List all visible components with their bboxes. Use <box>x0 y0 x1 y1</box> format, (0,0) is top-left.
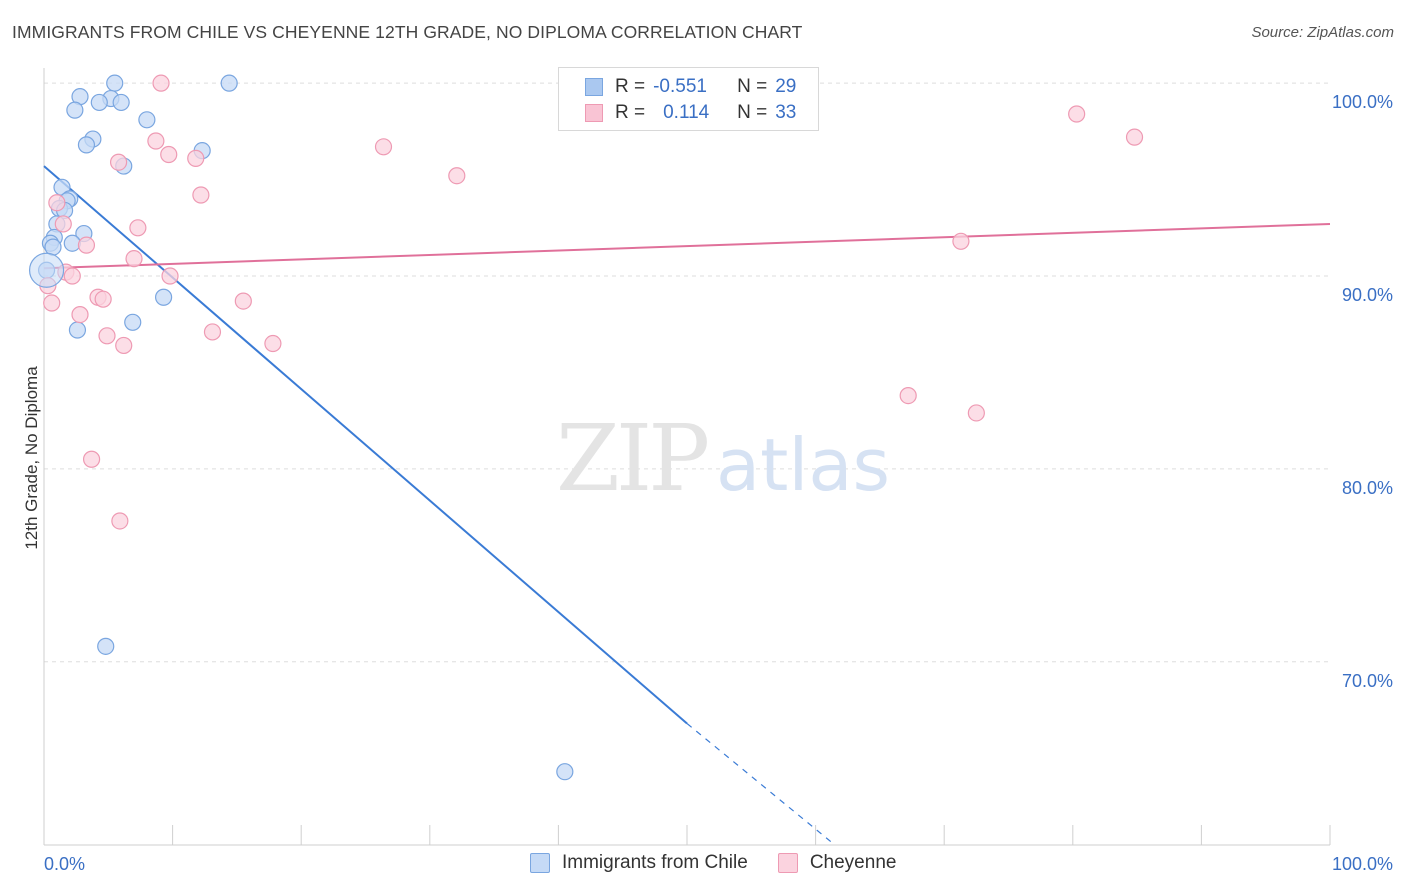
y-tick-label: 100.0% <box>1332 92 1393 112</box>
data-point-cheyenne <box>952 232 970 250</box>
legend-item-cheyenne: Cheyenne <box>777 852 897 874</box>
data-point-cheyenne <box>161 267 179 285</box>
data-point-cheyenne <box>48 194 66 212</box>
data-point-chile <box>124 313 142 331</box>
data-point-cheyenne <box>203 323 222 341</box>
legend-swatch-chile <box>530 853 550 873</box>
data-point-chile <box>112 93 130 112</box>
trend-line-cheyenne <box>43 222 1331 270</box>
watermark-atlas: atlas <box>716 423 890 507</box>
source-label: Source: ZipAtlas.com <box>1251 24 1394 41</box>
y-tick-label: 90.0% <box>1342 285 1393 305</box>
legend-item-chile: Immigrants from Chile <box>530 852 748 874</box>
data-point-cheyenne <box>125 250 143 268</box>
data-point-cheyenne <box>129 219 147 237</box>
data-point-chile <box>556 763 574 781</box>
legend-n-value: 29 <box>775 76 797 97</box>
data-point-cheyenne <box>899 387 917 405</box>
watermark-zip: ZIP <box>556 405 707 512</box>
legend-swatch-cheyenne <box>777 853 798 873</box>
data-point-cheyenne <box>43 294 61 312</box>
data-point-cheyenne <box>94 290 112 308</box>
legend-row-chile: R = -0.551 N = 29 <box>585 75 796 99</box>
data-point-chile <box>68 321 87 339</box>
series-legend: Immigrants from Chile Cheyenne <box>530 852 926 874</box>
data-point-cheyenne <box>234 292 252 310</box>
trend-lines <box>43 165 1331 846</box>
legend-r-label: R = <box>615 76 646 97</box>
x-tick-label: 0.0% <box>44 854 85 874</box>
data-point-chile <box>97 637 115 655</box>
legend-swatch-cheyenne <box>585 104 603 122</box>
data-point-cheyenne <box>152 74 170 92</box>
data-point-chile <box>220 74 238 92</box>
data-point-chile-large <box>28 252 65 288</box>
data-point-cheyenne <box>115 336 133 355</box>
chart-title: IMMIGRANTS FROM CHILE VS CHEYENNE 12TH G… <box>12 22 803 42</box>
data-point-cheyenne <box>967 404 985 422</box>
y-tick-label: 70.0% <box>1342 671 1393 691</box>
data-point-cheyenne <box>63 267 81 285</box>
y-axis-label: 12th Grade, No Diploma <box>22 366 41 550</box>
stats-legend: R = -0.551 N = 29 R = 0.114 N = 33 <box>558 67 819 131</box>
data-point-cheyenne <box>448 167 466 185</box>
legend-n-label: N = <box>737 76 768 97</box>
legend-n-label: N = <box>737 102 768 123</box>
data-point-cheyenne <box>98 327 116 345</box>
data-point-chile <box>154 288 173 306</box>
data-point-cheyenne <box>147 132 165 150</box>
data-point-chile <box>63 234 81 252</box>
legend-n-value: 33 <box>775 102 797 123</box>
data-point-chile <box>90 93 108 112</box>
data-point-cheyenne <box>71 305 89 324</box>
data-point-cheyenne <box>54 215 72 233</box>
watermark: ZIP atlas <box>556 405 890 512</box>
data-point-chile <box>77 136 96 154</box>
data-point-cheyenne <box>187 149 205 167</box>
data-point-cheyenne <box>264 334 282 353</box>
legend-row-cheyenne: R = 0.114 N = 33 <box>585 101 796 125</box>
gridlines <box>44 82 1330 663</box>
legend-r-value: -0.551 <box>653 76 707 97</box>
legend-r-label: R = <box>615 102 646 123</box>
legend-label-chile: Immigrants from Chile <box>562 852 748 873</box>
axes: 70.0% 80.0% 90.0% 100.0% 0.0% 100.0% <box>43 68 1393 874</box>
data-points <box>28 74 1144 781</box>
data-point-cheyenne <box>1068 105 1086 123</box>
data-point-cheyenne <box>109 153 128 171</box>
x-tick-label: 100.0% <box>1332 854 1393 874</box>
data-point-cheyenne <box>374 138 393 156</box>
trend-line-chile <box>43 165 688 725</box>
data-point-chile <box>138 111 156 129</box>
data-point-cheyenne <box>160 145 178 164</box>
data-point-chile <box>106 74 124 92</box>
data-point-cheyenne <box>77 236 96 254</box>
trend-line-extension <box>686 723 836 846</box>
data-point-cheyenne <box>82 450 101 468</box>
data-point-chile <box>66 101 84 119</box>
y-tick-label: 80.0% <box>1342 478 1393 498</box>
data-point-cheyenne <box>1125 128 1144 146</box>
data-point-cheyenne <box>192 186 210 204</box>
legend-label-cheyenne: Cheyenne <box>809 852 897 873</box>
legend-swatch-chile <box>585 78 603 96</box>
data-point-cheyenne <box>111 512 129 530</box>
legend-r-value: 0.114 <box>663 102 710 123</box>
